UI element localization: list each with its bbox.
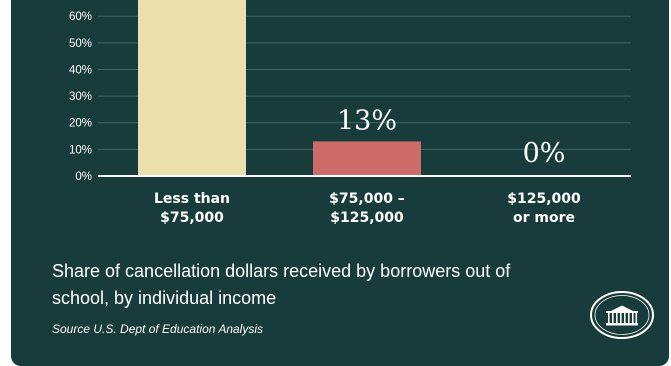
y-tick-label: 0% (75, 171, 92, 183)
x-category-label: $125,000 (507, 191, 581, 207)
x-category-label: $125,000 (330, 210, 404, 226)
bar-chart: 0% 10% 20% 30% 40% 50% 60% 13% 0% Less than $75,00… (69, 0, 631, 226)
y-tick-label: 20% (69, 118, 92, 130)
data-label: 0% (523, 138, 566, 169)
data-label: 13% (337, 105, 397, 136)
chart-card: 0% 10% 20% 30% 40% 50% 60% 13% 0% Less than $75,00… (11, 0, 669, 366)
x-category-label: Less than (154, 191, 230, 207)
bar (138, 0, 246, 176)
source-note: Source U.S. Dept of Education Analysis (52, 322, 263, 336)
y-tick-label: 60% (69, 11, 92, 23)
y-tick-label: 40% (69, 64, 92, 76)
x-category-label: $75,000 (160, 210, 224, 226)
x-category-label: or more (513, 210, 575, 226)
y-tick-label: 30% (69, 91, 92, 103)
bar (313, 141, 421, 176)
white-house-seal-icon (590, 291, 654, 339)
y-tick-label: 10% (69, 144, 92, 156)
chart-caption: Share of cancellation dollars received b… (52, 261, 511, 308)
y-tick-label: 50% (69, 38, 92, 50)
x-category-label: $75,000 – (329, 191, 405, 207)
